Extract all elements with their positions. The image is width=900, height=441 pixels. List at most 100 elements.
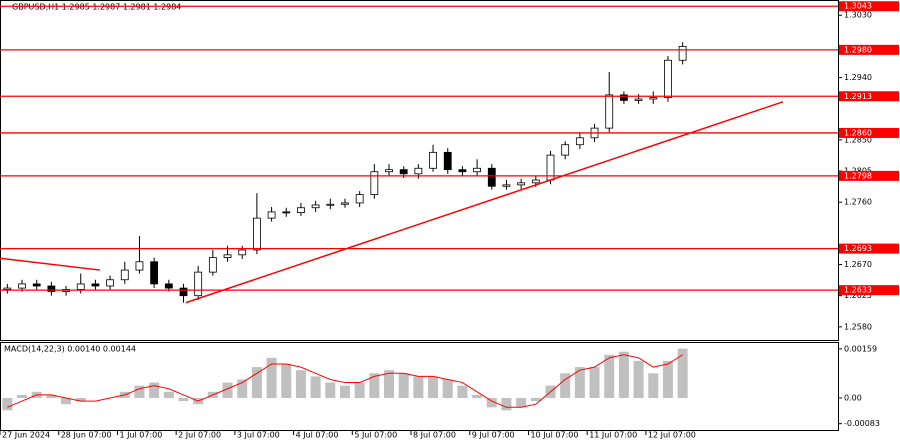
- candle-body: [414, 167, 423, 175]
- y-tick-label: 0.00: [844, 394, 862, 403]
- macd-bar: [266, 357, 277, 399]
- x-tick-label: 12 Jul 07:00: [648, 431, 696, 440]
- candle-body: [620, 94, 628, 101]
- x-tick-label: 28 Jun 07:00: [61, 431, 112, 440]
- y-tick-label: 1.2940: [844, 73, 872, 82]
- chart-title: GBPUSD,H1 1.2985 1.2987 1.2981 1.2984: [12, 3, 181, 12]
- macd-bar: [17, 394, 28, 399]
- macd-bar: [618, 351, 629, 399]
- macd-bar: [384, 370, 395, 399]
- macd-bar: [281, 364, 292, 399]
- macd-bar: [149, 382, 160, 399]
- macd-bar: [295, 370, 306, 399]
- level-tag: [839, 170, 899, 181]
- candle-body: [385, 169, 393, 173]
- level-tag: [839, 44, 899, 55]
- macd-bar: [134, 385, 145, 399]
- macd-bar: [457, 385, 468, 399]
- candle-body: [634, 98, 643, 101]
- macd-bar: [633, 360, 644, 399]
- x-tick-label: 10 Jul 07:00: [530, 431, 578, 440]
- macd-bar: [163, 391, 174, 399]
- level-tag: [839, 243, 899, 254]
- candle-body: [355, 194, 364, 204]
- level-label: 1.2633: [844, 286, 872, 295]
- candle-body: [575, 137, 584, 146]
- signal-line: [7, 354, 683, 408]
- candle-body: [458, 169, 467, 173]
- macd-bar: [442, 379, 453, 399]
- candle-body: [517, 182, 526, 186]
- candle-body: [135, 261, 144, 271]
- macd-bar: [677, 348, 688, 399]
- candle-body: [164, 283, 173, 289]
- candle-body: [664, 59, 672, 99]
- macd-bar: [398, 373, 409, 399]
- candle-body: [91, 283, 100, 287]
- candle-body: [18, 283, 26, 289]
- level-tag: [839, 127, 899, 138]
- candle-body: [487, 167, 496, 187]
- macd-bar: [310, 376, 321, 399]
- macd-bar: [589, 367, 600, 399]
- candle-body: [76, 283, 85, 290]
- candle-body: [649, 97, 658, 100]
- candle-body: [678, 45, 687, 61]
- candle-body: [311, 204, 320, 209]
- candle-body: [150, 261, 159, 285]
- candle-body: [443, 151, 452, 171]
- candle-body: [238, 249, 247, 256]
- macd-bar: [325, 382, 336, 399]
- macd-bar: [560, 373, 571, 399]
- candle-body: [429, 151, 437, 169]
- macd-bar: [61, 398, 72, 405]
- candle-body: [120, 269, 129, 281]
- trendline: [0, 257, 101, 271]
- level-tag: [839, 285, 899, 296]
- x-tick-label: 27 Jun 2024: [2, 431, 50, 440]
- level-label: 1.2798: [844, 171, 872, 180]
- candle-body: [106, 279, 114, 287]
- x-tick-label: 1 Jul 07:00: [119, 431, 162, 440]
- macd-bar: [178, 398, 189, 402]
- macd-bar: [222, 382, 233, 399]
- level-label: 1.2980: [844, 45, 872, 54]
- candle-body: [47, 285, 56, 292]
- candle-body: [370, 171, 379, 195]
- level-tag: [839, 1, 899, 12]
- macd-bar: [237, 379, 248, 399]
- macd-bar: [2, 398, 13, 411]
- candle-body: [561, 144, 570, 156]
- y-tick-label: -0.00083: [844, 419, 880, 428]
- x-tick-label: 2 Jul 07:00: [178, 431, 221, 440]
- x-tick-label: 11 Jul 07:00: [589, 431, 637, 440]
- macd-bar: [428, 376, 439, 399]
- macd-bar: [501, 398, 512, 411]
- level-label: 1.2693: [844, 244, 872, 253]
- macd-bar: [413, 376, 424, 399]
- macd-bar: [472, 394, 483, 399]
- candle-body: [297, 207, 305, 213]
- macd-title: MACD(14,22,3) 0.00140 0.00144: [4, 345, 136, 354]
- macd-bar: [648, 373, 659, 399]
- macd-bar: [574, 367, 585, 399]
- level-label: 1.3043: [844, 2, 872, 11]
- level-tag: [839, 91, 899, 102]
- x-tick-label: 3 Jul 07:00: [237, 431, 280, 440]
- candle-body: [531, 179, 540, 184]
- candle-body: [223, 254, 232, 258]
- macd-bar: [75, 398, 86, 402]
- candle-body: [32, 283, 41, 287]
- y-tick-label: 1.2760: [844, 198, 872, 207]
- macd-bar: [251, 367, 262, 399]
- macd-bar: [369, 373, 380, 399]
- y-tick-label: 1.2625: [844, 291, 872, 300]
- y-tick-label: 0.00159: [844, 344, 877, 353]
- macd-bar: [530, 398, 541, 402]
- x-tick-label: 9 Jul 07:00: [472, 431, 515, 440]
- candle-body: [341, 202, 349, 205]
- candle-body: [267, 211, 276, 219]
- candle-body: [399, 169, 408, 175]
- x-tick-label: 5 Jul 07:00: [354, 431, 397, 440]
